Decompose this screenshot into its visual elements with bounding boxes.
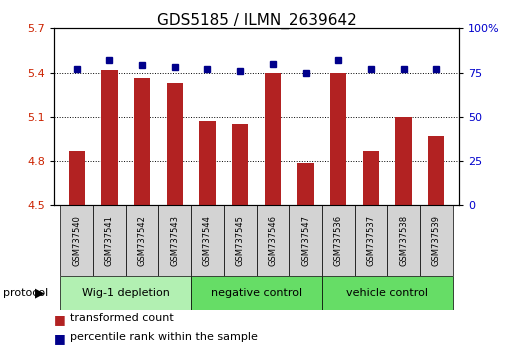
Bar xyxy=(61,276,191,310)
Bar xyxy=(69,151,85,205)
Bar xyxy=(322,205,354,276)
Text: GSM737545: GSM737545 xyxy=(235,215,245,266)
Bar xyxy=(420,205,452,276)
Bar xyxy=(191,276,322,310)
Bar xyxy=(298,162,313,205)
Bar xyxy=(256,205,289,276)
Text: negative control: negative control xyxy=(211,288,302,298)
Bar xyxy=(93,205,126,276)
Bar xyxy=(134,79,150,205)
Text: percentile rank within the sample: percentile rank within the sample xyxy=(70,332,258,342)
Bar xyxy=(289,205,322,276)
Bar xyxy=(265,73,281,205)
Text: GSM737540: GSM737540 xyxy=(72,215,81,266)
Bar xyxy=(101,70,117,205)
Text: vehicle control: vehicle control xyxy=(346,288,428,298)
Bar xyxy=(428,136,444,205)
Text: GSM737536: GSM737536 xyxy=(334,215,343,266)
Bar xyxy=(167,83,183,205)
Bar xyxy=(354,205,387,276)
Text: GSM737544: GSM737544 xyxy=(203,215,212,266)
Bar xyxy=(200,121,215,205)
Text: GSM737542: GSM737542 xyxy=(137,215,147,266)
Text: protocol: protocol xyxy=(3,288,48,298)
Bar xyxy=(224,205,256,276)
Bar xyxy=(387,205,420,276)
Bar xyxy=(159,205,191,276)
Bar xyxy=(363,151,379,205)
Bar xyxy=(322,276,452,310)
Bar xyxy=(330,73,346,205)
Bar xyxy=(232,124,248,205)
Bar xyxy=(61,205,93,276)
Text: GSM737546: GSM737546 xyxy=(268,215,278,266)
Text: ■: ■ xyxy=(54,313,66,326)
Text: GSM737543: GSM737543 xyxy=(170,215,179,266)
Text: GSM737538: GSM737538 xyxy=(399,215,408,266)
Text: GSM737537: GSM737537 xyxy=(366,215,376,266)
Text: GSM737547: GSM737547 xyxy=(301,215,310,266)
Text: GSM737541: GSM737541 xyxy=(105,215,114,266)
Bar xyxy=(396,117,412,205)
Text: GSM737539: GSM737539 xyxy=(432,215,441,266)
Text: transformed count: transformed count xyxy=(70,313,174,323)
Text: GDS5185 / ILMN_2639642: GDS5185 / ILMN_2639642 xyxy=(156,12,357,29)
Bar xyxy=(126,205,159,276)
Text: ▶: ▶ xyxy=(35,286,45,299)
Bar xyxy=(191,205,224,276)
Text: ■: ■ xyxy=(54,332,66,345)
Text: Wig-1 depletion: Wig-1 depletion xyxy=(82,288,170,298)
